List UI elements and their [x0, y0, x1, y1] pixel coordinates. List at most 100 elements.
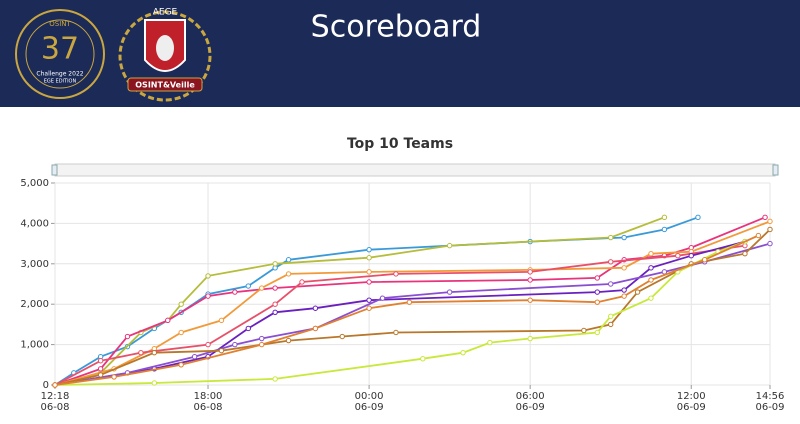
data-point: [312, 305, 319, 311]
data-point: [285, 271, 292, 277]
data-point: [648, 265, 654, 271]
data-point: [272, 285, 278, 291]
data-point: [205, 293, 211, 299]
y-tick-label: 3,000: [20, 259, 49, 270]
data-point: [178, 362, 184, 368]
data-point: [767, 226, 773, 233]
data-point: [594, 299, 600, 305]
data-point: [767, 240, 773, 247]
laurel: [118, 10, 212, 102]
data-point: [232, 289, 238, 295]
data-point: [272, 301, 278, 307]
x-tick-label: 00:00: [355, 391, 384, 402]
x-tick-label: 06-08: [193, 402, 222, 413]
data-point: [312, 325, 319, 332]
data-point: [648, 295, 654, 301]
data-point: [621, 293, 627, 299]
data-point: [366, 246, 372, 253]
data-point: [205, 341, 211, 348]
logo-text: EGE EDITION: [44, 79, 77, 85]
data-point: [138, 349, 144, 356]
data-point: [762, 214, 768, 221]
logo-ring: [25, 19, 95, 89]
data-point: [621, 265, 627, 271]
data-point: [695, 214, 701, 221]
series-line: [54, 216, 766, 386]
data-point: [594, 275, 600, 281]
data-point: [608, 259, 614, 265]
data-point: [366, 297, 372, 303]
data-point: [621, 287, 627, 293]
data-point: [608, 234, 614, 241]
data-point: [97, 372, 104, 378]
data-point: [205, 273, 211, 279]
data-point: [661, 214, 668, 221]
data-point: [272, 309, 278, 315]
data-point: [151, 349, 158, 356]
data-point: [608, 321, 614, 328]
logo-number: 37: [41, 32, 79, 67]
data-point: [299, 279, 305, 285]
data-point: [272, 376, 278, 382]
data-point: [366, 279, 372, 285]
data-point: [621, 234, 627, 241]
zoom-handle[interactable]: [51, 164, 58, 176]
zoom-handle[interactable]: [772, 164, 779, 176]
data-point: [648, 277, 654, 283]
data-point: [446, 289, 453, 295]
plot-area: 01,0002,0003,0004,0005,00012:1806-0818:0…: [20, 178, 784, 413]
data-point: [178, 329, 184, 336]
x-tick-label: 06-08: [40, 402, 69, 413]
banner: [127, 77, 203, 92]
data-point: [218, 347, 225, 354]
data-point: [111, 374, 117, 380]
data-point: [594, 289, 600, 295]
data-point: [259, 341, 265, 348]
data-point: [232, 341, 238, 348]
data-point: [191, 354, 198, 360]
data-point: [245, 283, 251, 289]
series-line: [54, 240, 746, 386]
x-tick-label: 06-09: [516, 402, 545, 413]
logo-text: OSINT&Veille: [135, 81, 195, 90]
data-point: [527, 297, 533, 303]
page-title: Scoreboard: [311, 10, 482, 45]
data-point: [661, 226, 668, 233]
series-line: [54, 240, 746, 386]
logo-ring: [15, 9, 105, 99]
data-point: [285, 257, 292, 263]
zoom-slider[interactable]: [54, 163, 776, 177]
x-tick-label: 06-09: [677, 402, 706, 413]
data-point: [393, 329, 399, 336]
x-tick-label: 18:00: [194, 391, 223, 402]
data-point: [675, 253, 681, 259]
data-point: [393, 271, 399, 277]
y-tick-label: 0: [43, 380, 49, 391]
data-point: [366, 255, 372, 261]
x-tick-label: 06-09: [755, 402, 784, 413]
y-tick-label: 5,000: [20, 178, 49, 189]
data-point: [688, 253, 694, 259]
data-point: [460, 349, 466, 356]
y-tick-label: 2,000: [20, 299, 49, 310]
data-point: [608, 281, 614, 287]
data-point: [165, 317, 171, 324]
data-point: [420, 356, 426, 362]
data-point: [379, 295, 386, 301]
data-point: [581, 327, 587, 334]
x-tick-label: 06-09: [355, 402, 384, 413]
data-point: [97, 366, 104, 372]
y-tick-label: 1,000: [20, 340, 49, 351]
data-point: [527, 269, 533, 275]
data-point: [527, 277, 533, 283]
data-point: [527, 335, 533, 342]
logo-right: AEGE OSINT&Veille: [118, 8, 212, 102]
data-point: [446, 242, 453, 249]
series-line: [54, 242, 771, 386]
data-point: [259, 285, 265, 291]
data-point: [285, 337, 292, 344]
data-point: [52, 382, 58, 388]
logo-text: OSINT: [49, 20, 71, 28]
